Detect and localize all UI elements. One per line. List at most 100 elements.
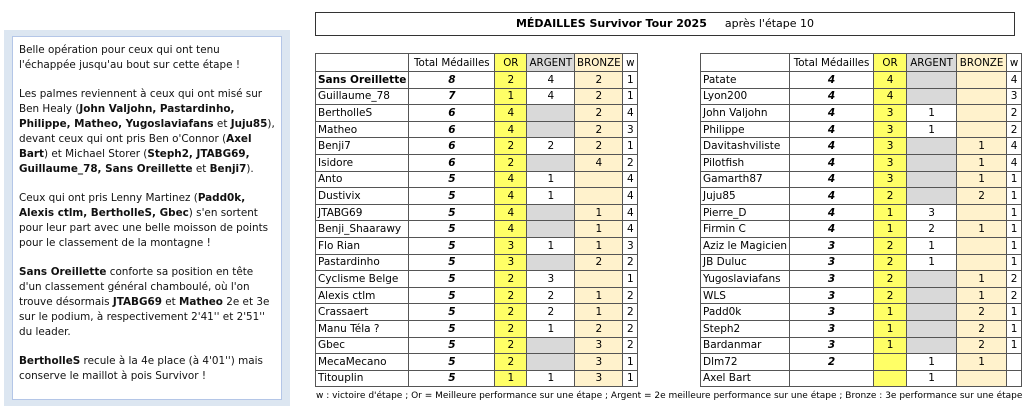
cell: 2: [956, 303, 1008, 321]
cell: 5: [408, 319, 496, 338]
cell: 4: [1006, 137, 1023, 155]
player-name: Benji7: [314, 137, 410, 155]
comment-box: Belle opération pour ceux qui ont tenu l…: [4, 30, 290, 406]
cell: 3: [789, 236, 875, 255]
cell: 2: [622, 319, 639, 338]
paragraph: Les palmes reviennent à ceux qui ont mis…: [19, 87, 275, 177]
cell: 1: [526, 187, 576, 205]
row: Philippe 4 3 1 2: [699, 120, 1023, 139]
cell: 3: [526, 270, 576, 288]
row: Bardanmar 3 1 2 1: [699, 336, 1023, 355]
text-run: recule à la 4e place (à 4'01'') mais con…: [19, 355, 263, 382]
text-run: 2e et 3e sur le podium, à respectivement…: [19, 296, 270, 338]
table-body: Patate 4 4 4 Lyon200 4 4 3 John Valjohn 4 3 1 2 Phili…: [699, 71, 1023, 388]
cell: 1: [574, 236, 624, 255]
cell: 7: [408, 87, 496, 106]
cell: [906, 336, 958, 355]
player-name: Patate: [699, 71, 791, 89]
cell: 3: [789, 336, 875, 355]
cell: [906, 319, 958, 338]
cell: 2: [574, 253, 624, 272]
row: Benji_Shaarawy 5 4 1 4: [314, 220, 639, 238]
cell: 6: [408, 153, 496, 172]
cell: 2: [494, 319, 528, 338]
cell: 5: [408, 253, 496, 272]
cell: 2: [873, 286, 908, 305]
legend: w : victoire d'étape ; Or = Meilleure pe…: [316, 391, 1023, 401]
cell: 1: [1006, 303, 1023, 321]
cell: 5: [408, 170, 496, 189]
table-head: Total Médailles OR ARGENT BRONZE w: [314, 53, 639, 72]
row: JTABG69 5 4 1 4: [314, 203, 639, 222]
cell: 4: [494, 120, 528, 139]
cell: 1: [574, 220, 624, 238]
cell: 5: [408, 369, 496, 388]
player-name: Flo Rian: [314, 236, 410, 255]
text-run: et: [192, 163, 210, 175]
cell: 3: [574, 336, 624, 355]
cell: 1: [1006, 220, 1023, 238]
cell: 2: [574, 319, 624, 338]
cell: 4: [873, 87, 908, 106]
cell: 6: [408, 104, 496, 122]
cell: 1: [526, 236, 576, 255]
text-run: conforte sa position en tête d'un classe…: [19, 266, 254, 308]
cell: [906, 153, 958, 172]
cell: [956, 104, 1008, 122]
cell: 1: [622, 87, 639, 106]
cell: [574, 187, 624, 205]
player-name: Titouplin: [314, 369, 410, 388]
player-name: Firmin C: [699, 220, 791, 238]
row: Steph2 3 1 2 1: [699, 319, 1023, 338]
cell: 4: [789, 153, 875, 172]
cell: 3: [494, 236, 528, 255]
row: Sans Oreillette 8 2 4 2 1: [314, 71, 639, 89]
cell: 4: [873, 71, 908, 89]
cell: 5: [408, 303, 496, 321]
cell: 2: [956, 187, 1008, 205]
cell: 1: [1006, 236, 1023, 255]
cell: 1: [526, 170, 576, 189]
cell: 4: [1006, 71, 1023, 89]
text-run: Matheo: [179, 296, 223, 308]
header-cell: OR: [494, 53, 528, 72]
row: JB Duluc 3 2 1 1: [699, 253, 1023, 272]
cell: 6: [408, 120, 496, 139]
cell: [906, 187, 958, 205]
text-run: et: [213, 118, 231, 130]
cell: 1: [622, 137, 639, 155]
cell: 1: [873, 203, 908, 222]
cell: 4: [789, 71, 875, 89]
title: MÉDAILLES Survivor Tour 2025: [515, 17, 707, 30]
cell: 1: [622, 353, 639, 371]
cell: 2: [622, 253, 639, 272]
player-name: Gamarth87: [699, 170, 791, 189]
cell: 2: [1006, 104, 1023, 122]
row: Matheo 6 4 2 3: [314, 120, 639, 139]
cell: 4: [789, 170, 875, 189]
cell: 3: [789, 319, 875, 338]
cell: 1: [956, 353, 1008, 371]
cell: [526, 353, 576, 371]
cell: 1: [1006, 203, 1023, 222]
cell: 1: [906, 120, 958, 139]
cell: 3: [622, 120, 639, 139]
cell: 1: [622, 369, 639, 388]
cell: 1: [494, 369, 528, 388]
player-name: Guillaume_78: [314, 87, 410, 106]
cell: 1: [574, 203, 624, 222]
cell: 2: [574, 137, 624, 155]
cell: 4: [789, 120, 875, 139]
cell: 5: [408, 270, 496, 288]
row: Isidore 6 2 4 2: [314, 153, 639, 172]
player-name: Axel Bart: [699, 369, 791, 388]
text-run: ) s'en sortent pour leur part avec une b…: [19, 207, 269, 249]
cell: 2: [526, 286, 576, 305]
player-name: Dustivix: [314, 187, 410, 205]
cell: 1: [494, 87, 528, 106]
cell: 1: [906, 369, 958, 388]
header-cell: Total Médailles: [408, 53, 496, 72]
cell: 5: [408, 187, 496, 205]
cell: [906, 303, 958, 321]
cell: [956, 71, 1008, 89]
